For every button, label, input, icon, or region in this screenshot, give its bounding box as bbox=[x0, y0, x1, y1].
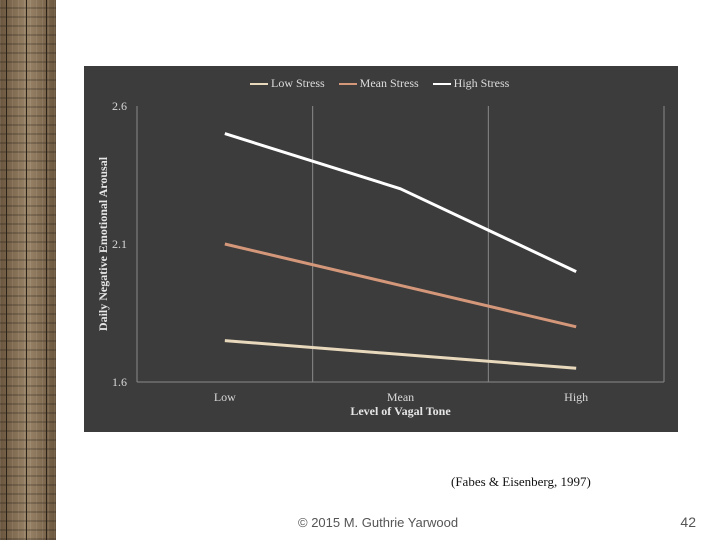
legend-label: High Stress bbox=[453, 76, 510, 90]
y-tick-label: 2.6 bbox=[112, 99, 127, 113]
y-tick-label: 2.1 bbox=[112, 237, 127, 251]
strip-divider bbox=[26, 0, 27, 540]
decorative-side-strip bbox=[0, 0, 56, 540]
citation: (Fabes & Eisenberg, 1997) bbox=[451, 474, 591, 489]
legend-label: Low Stress bbox=[271, 76, 325, 90]
series-line-low-stress bbox=[224, 339, 577, 370]
x-tick-label: Low bbox=[214, 390, 236, 404]
series-line-high-stress bbox=[224, 132, 577, 273]
x-tick-label: Mean bbox=[387, 390, 414, 404]
y-tick-label: 1.6 bbox=[112, 375, 127, 389]
legend-item: High Stress bbox=[432, 76, 510, 91]
page-number: 42 bbox=[680, 514, 696, 530]
y-axis-title: Daily Negative Emotional Arousal bbox=[96, 156, 110, 331]
x-axis-title: Level of Vagal Tone bbox=[350, 404, 451, 418]
x-tick-label: High bbox=[564, 390, 588, 404]
strip-divider bbox=[46, 0, 47, 540]
legend-swatch bbox=[250, 82, 268, 85]
legend-item: Low Stress bbox=[250, 76, 325, 91]
series-line-mean-stress bbox=[224, 242, 577, 329]
legend-item: Mean Stress bbox=[338, 76, 419, 91]
chart-panel bbox=[84, 66, 678, 432]
copyright-footer: © 2015 M. Guthrie Yarwood bbox=[298, 515, 459, 530]
chart-legend: Low Stress Mean Stress High Stress bbox=[250, 76, 509, 91]
legend-swatch bbox=[338, 82, 357, 85]
legend-label: Mean Stress bbox=[359, 76, 419, 90]
legend-swatch bbox=[432, 82, 451, 85]
strip-divider bbox=[6, 0, 7, 540]
